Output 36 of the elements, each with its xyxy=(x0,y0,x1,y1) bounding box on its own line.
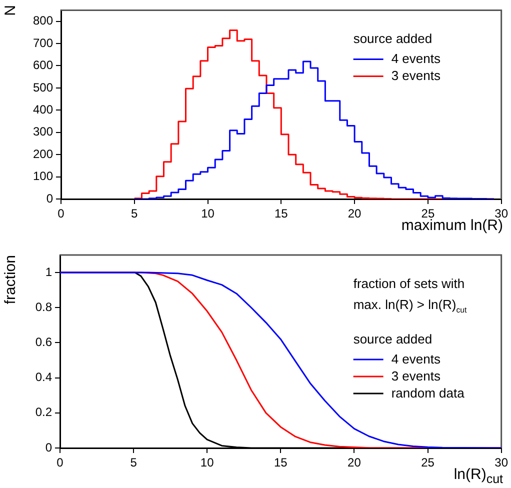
legend-title: source added xyxy=(353,332,432,346)
x-tick-label: 5 xyxy=(130,456,138,470)
x-tick-label: 0 xyxy=(56,456,64,470)
x-tick-label: 0 xyxy=(58,206,65,221)
y-axis-title: fraction xyxy=(2,255,19,304)
y-tick-label: 0 xyxy=(46,191,54,206)
legend-label: 3 events xyxy=(391,368,441,384)
y-tick-label: 0.2 xyxy=(35,405,52,420)
y-tick-label: 0.6 xyxy=(35,335,52,350)
x-tick-label: 20 xyxy=(348,456,362,470)
x-tick-label: 10 xyxy=(201,206,215,221)
y-tick-label: 200 xyxy=(32,146,54,161)
y-tick-label: 1 xyxy=(45,264,52,279)
x-tick-label: 25 xyxy=(421,456,435,470)
x-tick-label: 15 xyxy=(274,456,288,470)
legend-label: 4 events xyxy=(391,352,441,366)
y-tick-label: 300 xyxy=(32,124,54,139)
x-tick-label: 10 xyxy=(200,456,214,470)
x-tick-label: 5 xyxy=(131,206,138,221)
legend-label: 3 events xyxy=(391,68,441,84)
y-tick-label: 0.8 xyxy=(35,300,52,314)
y-tick-label: 400 xyxy=(32,102,54,116)
legend-label: 4 events xyxy=(391,51,441,66)
y-tick-label: 800 xyxy=(32,14,54,28)
y-tick-label: 500 xyxy=(32,80,54,94)
y-tick-label: 700 xyxy=(32,36,54,50)
y-tick-label: 600 xyxy=(32,58,54,72)
x-tick-label: 20 xyxy=(348,206,362,221)
legend-label: random data xyxy=(391,386,466,400)
annotation: fraction of sets with xyxy=(353,276,465,291)
x-tick-label: 15 xyxy=(274,206,288,221)
y-tick-label: 100 xyxy=(32,169,54,184)
y-tick-label: 0 xyxy=(45,440,52,454)
y-tick-label: 0.4 xyxy=(35,370,52,384)
y-axis-title: N xyxy=(2,5,19,16)
legend-title: source added xyxy=(353,31,432,46)
